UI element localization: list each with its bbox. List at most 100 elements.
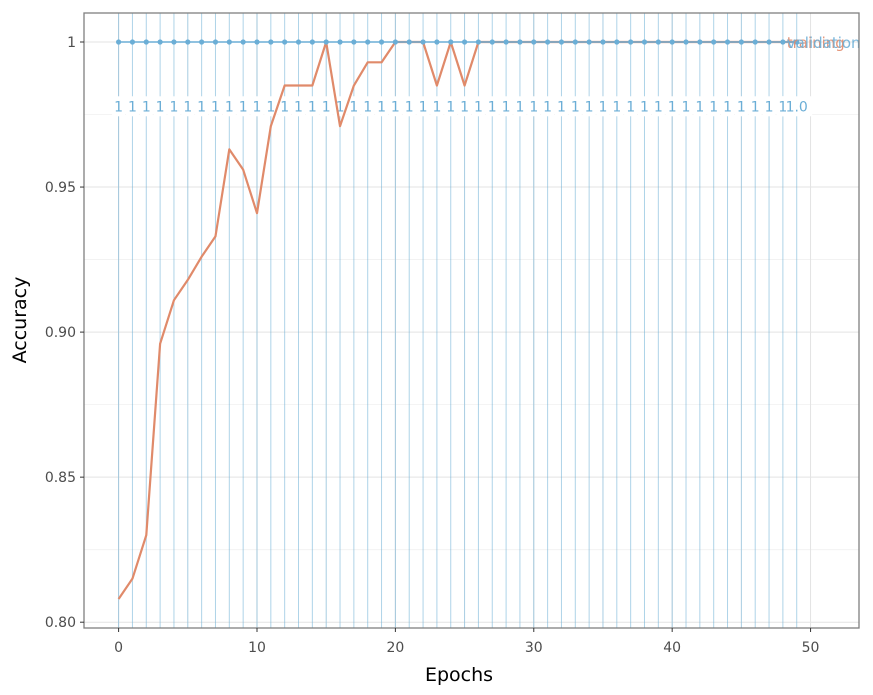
- validation-data-label: 1: [391, 99, 400, 115]
- validation-point: [794, 39, 800, 45]
- x-axis-ticks: 0 10 20 30 40 50: [114, 628, 819, 656]
- validation-data-label: 1: [515, 99, 524, 115]
- validation-point: [697, 39, 703, 45]
- validation-point: [503, 39, 509, 45]
- validation-data-label: 1: [266, 99, 275, 115]
- validation-data-label-bg: [112, 96, 126, 117]
- validation-data-label-bg: [541, 96, 555, 117]
- plot-border: [83, 12, 860, 629]
- validation-point: [143, 39, 149, 45]
- validation-data-label-bg: [278, 96, 292, 117]
- validation-point: [489, 39, 495, 45]
- validation-data-label-bg: [416, 96, 430, 117]
- validation-data-label-bg: [781, 96, 813, 117]
- validation-data-label: 1: [557, 99, 566, 115]
- validation-point: [323, 39, 329, 45]
- validation-data-label: 1: [751, 99, 760, 115]
- validation-data-label-bg: [624, 96, 638, 117]
- validation-data-label-bg: [388, 96, 402, 117]
- y-tick-label: 0.90: [45, 325, 76, 341]
- x-tick-label: 0: [114, 640, 123, 656]
- validation-data-label: 1: [474, 99, 483, 115]
- validation-data-label: 1: [405, 99, 414, 115]
- validation-point: [628, 39, 634, 45]
- validation-data-label: 1: [432, 99, 441, 115]
- validation-data-label-bg: [402, 96, 416, 117]
- validation-data-label-bg: [444, 96, 458, 117]
- validation-data-label-bg: [236, 96, 250, 117]
- validation-data-label: 1: [585, 99, 594, 115]
- validation-point: [655, 39, 661, 45]
- validation-point: [365, 39, 371, 45]
- validation-data-label: 1: [308, 99, 317, 115]
- validation-data-label: 1: [599, 99, 608, 115]
- validation-point: [309, 39, 315, 45]
- validation-point: [406, 39, 412, 45]
- x-tick-label: 10: [248, 640, 266, 656]
- validation-data-label-bg: [693, 96, 707, 117]
- validation-data-label: 1: [737, 99, 746, 115]
- validation-data-label: 1: [183, 99, 192, 115]
- validation-data-label: 1: [363, 99, 372, 115]
- validation-point: [461, 39, 468, 45]
- validation-point: [254, 39, 260, 45]
- validation-point: [614, 39, 620, 45]
- validation-data-label: 1: [446, 99, 455, 115]
- validation-data-label: 1: [114, 99, 123, 115]
- validation-points: [115, 39, 800, 45]
- validation-data-label: 1: [280, 99, 289, 115]
- validation-data-label: 1: [612, 99, 621, 115]
- x-tick-label: 30: [525, 640, 543, 656]
- validation-point: [766, 39, 772, 45]
- validation-data-label-bg: [707, 96, 721, 117]
- validation-point: [448, 39, 454, 45]
- validation-point: [282, 39, 288, 45]
- validation-point: [199, 39, 205, 45]
- validation-data-label: 1: [239, 99, 248, 115]
- validation-data-label: 1: [765, 99, 774, 115]
- y-tick-label: 0.85: [45, 470, 76, 486]
- validation-data-label-bg: [292, 96, 306, 117]
- validation-data-label: 1: [253, 99, 262, 115]
- validation-data-label: 1: [640, 99, 649, 115]
- validation-data-label-bg: [513, 96, 527, 117]
- validation-data-label: 1: [488, 99, 497, 115]
- validation-data-label: 1: [529, 99, 538, 115]
- validation-data-label-bg: [499, 96, 513, 117]
- validation-data-label: 1: [654, 99, 663, 115]
- validation-point: [475, 39, 482, 45]
- validation-data-label: 1.0: [786, 99, 808, 115]
- x-axis-title: Epochs: [425, 664, 493, 686]
- validation-point: [240, 39, 246, 45]
- validation-point: [185, 39, 191, 45]
- validation-data-label: 1: [322, 99, 331, 115]
- validation-data-label-bg: [181, 96, 195, 117]
- validation-data-label: 1: [668, 99, 677, 115]
- validation-data-label: 1: [377, 99, 386, 115]
- y-axis-ticks: 0.80 0.85 0.90 0.95 1: [45, 35, 84, 631]
- validation-data-label-bg: [319, 96, 333, 117]
- validation-point: [337, 39, 343, 45]
- validation-point: [572, 39, 578, 45]
- validation-data-label: 1: [571, 99, 580, 115]
- validation-data-label-bg: [222, 96, 236, 117]
- validation-data-label-bg: [250, 96, 264, 117]
- validation-data-label: 1: [349, 99, 358, 115]
- validation-data-label-bg: [125, 96, 139, 117]
- validation-data-label-bg: [568, 96, 582, 117]
- validation-data-label-bg: [139, 96, 153, 117]
- validation-data-label: 1: [709, 99, 718, 115]
- x-tick-label: 40: [663, 640, 681, 656]
- validation-point: [295, 39, 302, 45]
- validation-point: [129, 39, 136, 45]
- validation-data-label: 1: [626, 99, 635, 115]
- validation-end-label: validation: [787, 34, 861, 52]
- y-tick-label: 0.95: [45, 180, 76, 196]
- validation-data-label: 1: [128, 99, 137, 115]
- validation-data-label: 1: [294, 99, 303, 115]
- validation-data-label-bg: [153, 96, 167, 117]
- validation-data-label-bg: [361, 96, 375, 117]
- validation-point: [115, 39, 122, 45]
- validation-data-label: 1: [336, 99, 345, 115]
